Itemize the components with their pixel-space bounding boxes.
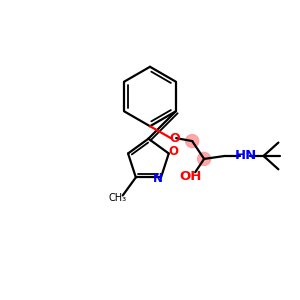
Text: CH₃: CH₃ (108, 194, 126, 203)
Circle shape (186, 134, 199, 148)
Circle shape (198, 152, 211, 166)
Text: OH: OH (179, 170, 202, 183)
Text: O: O (169, 132, 180, 145)
Text: HN: HN (234, 149, 256, 162)
Text: N: N (152, 172, 162, 185)
Text: O: O (168, 146, 178, 158)
